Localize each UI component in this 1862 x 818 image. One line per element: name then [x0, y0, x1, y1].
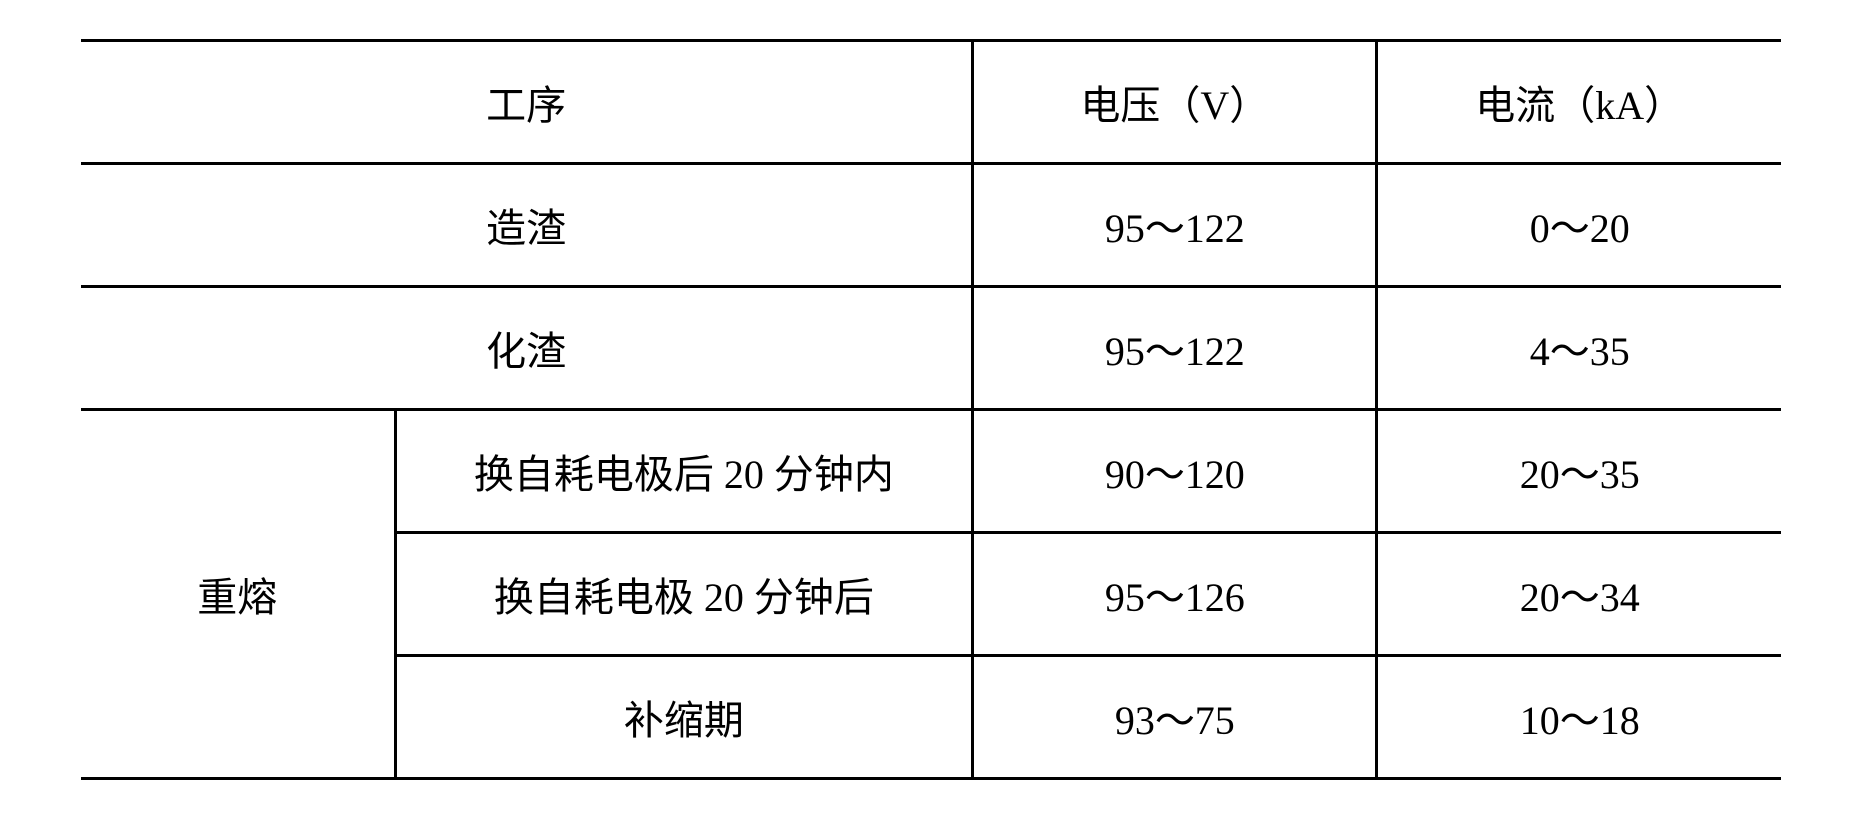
cell-current: 20～35 — [1377, 409, 1781, 532]
cell-voltage: 90～120 — [973, 409, 1377, 532]
process-parameters-table: 工序 电压（V） 电流（kA） 造渣 95～122 0～20 化渣 95～122… — [81, 39, 1781, 780]
cell-voltage: 93～75 — [973, 655, 1377, 778]
cell-process-sub: 换自耗电极后 20 分钟内 — [395, 409, 973, 532]
cell-voltage: 95～122 — [973, 163, 1377, 286]
header-current: 电流（kA） — [1377, 40, 1781, 163]
cell-current: 20～34 — [1377, 532, 1781, 655]
cell-process-group: 重熔 — [81, 409, 395, 778]
header-process: 工序 — [81, 40, 973, 163]
cell-process: 造渣 — [81, 163, 973, 286]
table-container: 工序 电压（V） 电流（kA） 造渣 95～122 0～20 化渣 95～122… — [0, 0, 1862, 818]
cell-current: 10～18 — [1377, 655, 1781, 778]
cell-process: 化渣 — [81, 286, 973, 409]
cell-process-sub: 换自耗电极 20 分钟后 — [395, 532, 973, 655]
table-row: 造渣 95～122 0～20 — [81, 163, 1781, 286]
cell-process-sub: 补缩期 — [395, 655, 973, 778]
cell-voltage: 95～126 — [973, 532, 1377, 655]
cell-voltage: 95～122 — [973, 286, 1377, 409]
cell-current: 4～35 — [1377, 286, 1781, 409]
header-voltage: 电压（V） — [973, 40, 1377, 163]
table-header-row: 工序 电压（V） 电流（kA） — [81, 40, 1781, 163]
cell-current: 0～20 — [1377, 163, 1781, 286]
table-row: 化渣 95～122 4～35 — [81, 286, 1781, 409]
table-row: 重熔 换自耗电极后 20 分钟内 90～120 20～35 — [81, 409, 1781, 532]
